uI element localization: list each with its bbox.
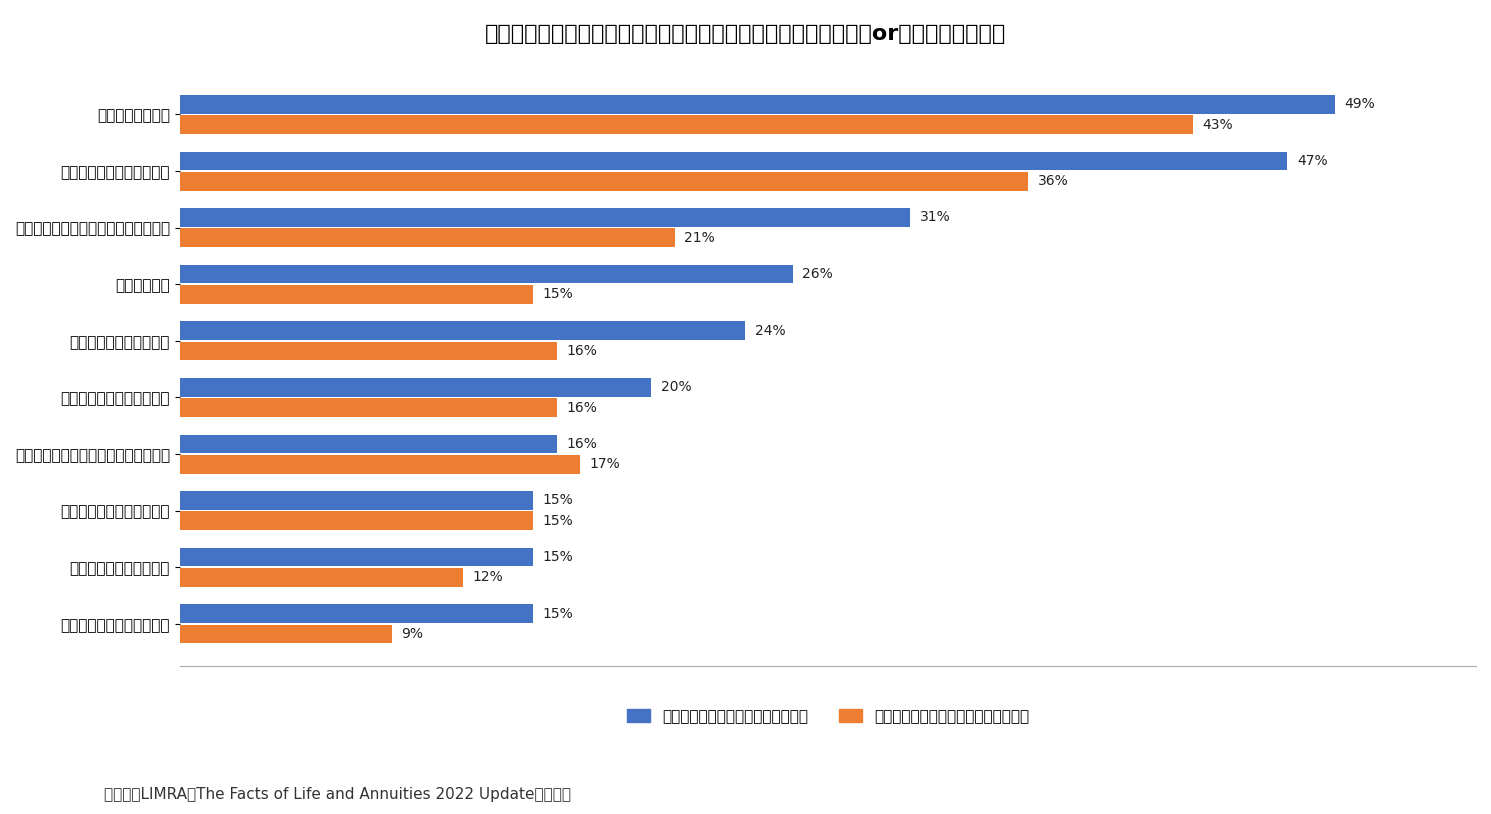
Text: 15%: 15% [543,287,574,301]
Text: 36%: 36% [1038,174,1069,188]
Text: 47%: 47% [1297,154,1327,168]
Text: （資料）LIMRA「The Facts of Life and Annuities 2022 Update」より。: （資料）LIMRA「The Facts of Life and Annuitie… [104,787,571,802]
Text: 12%: 12% [473,571,502,584]
Text: 16%: 16% [567,437,598,451]
Bar [180,95,1334,114]
Bar [180,491,534,510]
Text: 26%: 26% [802,267,833,281]
Text: 15%: 15% [543,493,574,507]
Text: 15%: 15% [543,606,574,620]
Bar [180,378,652,396]
Bar [180,116,1193,134]
Bar [180,208,911,227]
Bar [180,511,534,530]
Bar [180,342,558,361]
Bar [180,604,534,623]
Bar [180,229,675,247]
Bar [180,455,580,474]
Text: 【図表５】ニーズギャップを感じている人が保険に加入しない（or増額しない）理由: 【図表５】ニーズギャップを感じている人が保険に加入しない（or増額しない）理由 [485,24,1006,45]
Legend: 加入の必要性を感じている未加入者, 加入額が不十分と感じている既加入者: 加入の必要性を感じている未加入者, 加入額が不十分と感じている既加入者 [620,702,1035,730]
Text: 17%: 17% [590,457,620,471]
Text: 21%: 21% [684,231,714,245]
Bar [180,398,558,417]
Bar [180,322,746,340]
Text: 49%: 49% [1343,97,1375,112]
Text: 9%: 9% [401,627,423,641]
Text: 15%: 15% [543,550,574,564]
Bar [180,568,462,587]
Text: 24%: 24% [754,324,786,338]
Text: 15%: 15% [543,514,574,527]
Text: 31%: 31% [920,211,951,225]
Text: 16%: 16% [567,400,598,414]
Bar [180,624,392,643]
Bar [180,548,534,567]
Bar [180,172,1029,190]
Text: 16%: 16% [567,344,598,358]
Bar [180,265,793,283]
Text: 20%: 20% [661,380,692,394]
Bar [180,151,1287,170]
Bar [180,435,558,453]
Bar [180,285,534,304]
Text: 43%: 43% [1203,117,1233,132]
